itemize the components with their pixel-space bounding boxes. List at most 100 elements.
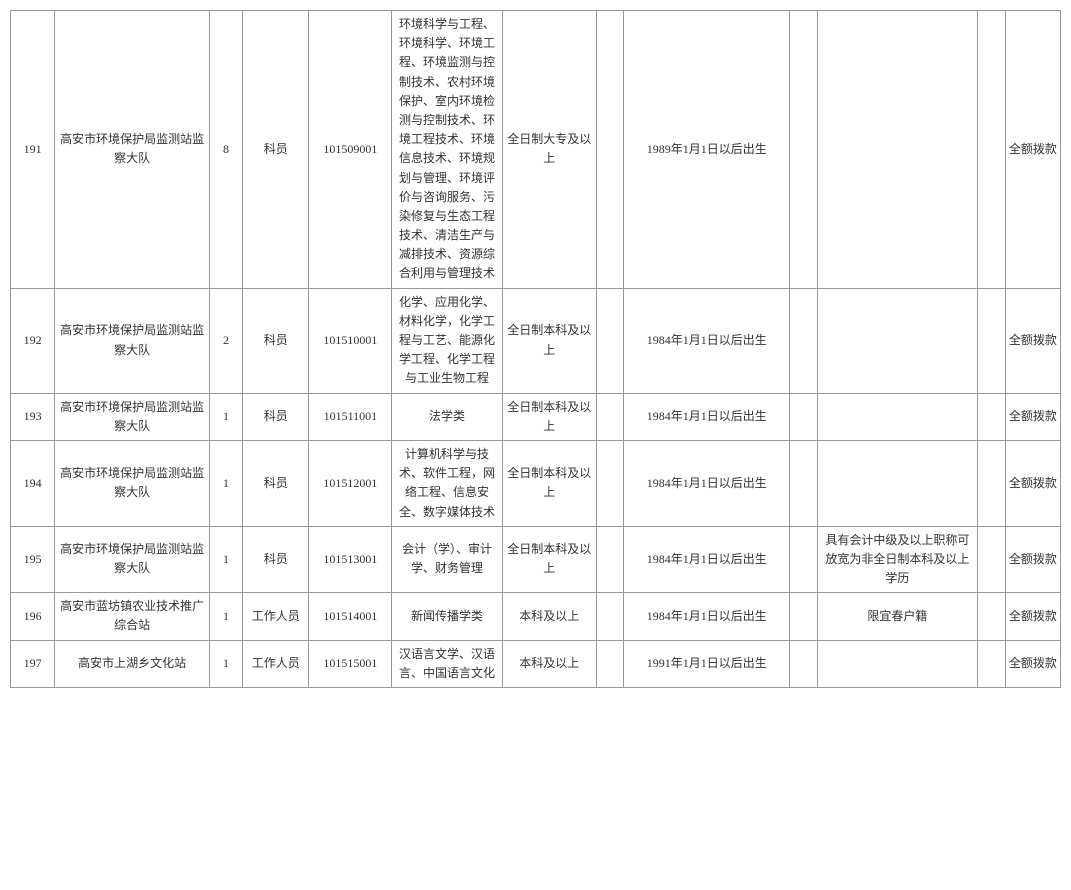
row-number: 196 bbox=[11, 593, 55, 640]
note bbox=[817, 640, 977, 687]
position: 科员 bbox=[243, 440, 309, 526]
empty-col-3 bbox=[978, 593, 1006, 640]
position: 科员 bbox=[243, 288, 309, 393]
education: 本科及以上 bbox=[502, 593, 596, 640]
note: 具有会计中级及以上职称可放宽为非全日制本科及以上学历 bbox=[817, 526, 977, 593]
recruitment-table: 191高安市环境保护局监测站监察大队8科员101509001环境科学与工程、环境… bbox=[10, 10, 1061, 688]
position: 工作人员 bbox=[243, 593, 309, 640]
empty-col-3 bbox=[978, 11, 1006, 289]
major: 环境科学与工程、环境科学、环境工程、环境监测与控制技术、农村环境保护、室内环境检… bbox=[392, 11, 503, 289]
age-requirement: 1991年1月1日以后出生 bbox=[624, 640, 790, 687]
age-requirement: 1984年1月1日以后出生 bbox=[624, 593, 790, 640]
organization: 高安市环境保护局监测站监察大队 bbox=[55, 288, 210, 393]
empty-col-3 bbox=[978, 640, 1006, 687]
major: 会计（学）、审计学、财务管理 bbox=[392, 526, 503, 593]
job-code: 101514001 bbox=[309, 593, 392, 640]
note bbox=[817, 11, 977, 289]
major: 汉语言文学、汉语言、中国语言文化 bbox=[392, 640, 503, 687]
empty-col-3 bbox=[978, 393, 1006, 440]
job-code: 101515001 bbox=[309, 640, 392, 687]
empty-col-1 bbox=[596, 440, 624, 526]
row-number: 195 bbox=[11, 526, 55, 593]
empty-col-3 bbox=[978, 288, 1006, 393]
row-number: 191 bbox=[11, 11, 55, 289]
table-body: 191高安市环境保护局监测站监察大队8科员101509001环境科学与工程、环境… bbox=[11, 11, 1061, 688]
education: 全日制大专及以上 bbox=[502, 11, 596, 289]
note bbox=[817, 288, 977, 393]
funding-type: 全额拨款 bbox=[1005, 593, 1060, 640]
note bbox=[817, 440, 977, 526]
empty-col-2 bbox=[790, 440, 818, 526]
organization: 高安市环境保护局监测站监察大队 bbox=[55, 11, 210, 289]
organization: 高安市环境保护局监测站监察大队 bbox=[55, 526, 210, 593]
age-requirement: 1984年1月1日以后出生 bbox=[624, 288, 790, 393]
headcount: 8 bbox=[209, 11, 242, 289]
major: 化学、应用化学、材料化学，化学工程与工艺、能源化学工程、化学工程与工业生物工程 bbox=[392, 288, 503, 393]
empty-col-1 bbox=[596, 288, 624, 393]
table-row: 191高安市环境保护局监测站监察大队8科员101509001环境科学与工程、环境… bbox=[11, 11, 1061, 289]
major: 新闻传播学类 bbox=[392, 593, 503, 640]
education: 本科及以上 bbox=[502, 640, 596, 687]
empty-col-2 bbox=[790, 640, 818, 687]
row-number: 194 bbox=[11, 440, 55, 526]
headcount: 1 bbox=[209, 640, 242, 687]
education: 全日制本科及以上 bbox=[502, 288, 596, 393]
age-requirement: 1989年1月1日以后出生 bbox=[624, 11, 790, 289]
age-requirement: 1984年1月1日以后出生 bbox=[624, 526, 790, 593]
job-code: 101509001 bbox=[309, 11, 392, 289]
job-code: 101512001 bbox=[309, 440, 392, 526]
row-number: 192 bbox=[11, 288, 55, 393]
funding-type: 全额拨款 bbox=[1005, 526, 1060, 593]
empty-col-1 bbox=[596, 393, 624, 440]
row-number: 193 bbox=[11, 393, 55, 440]
organization: 高安市蓝坊镇农业技术推广综合站 bbox=[55, 593, 210, 640]
note: 限宜春户籍 bbox=[817, 593, 977, 640]
headcount: 1 bbox=[209, 393, 242, 440]
headcount: 1 bbox=[209, 593, 242, 640]
position: 科员 bbox=[243, 11, 309, 289]
table-row: 197高安市上湖乡文化站1工作人员101515001汉语言文学、汉语言、中国语言… bbox=[11, 640, 1061, 687]
empty-col-2 bbox=[790, 11, 818, 289]
table-row: 196高安市蓝坊镇农业技术推广综合站1工作人员101514001新闻传播学类本科… bbox=[11, 593, 1061, 640]
row-number: 197 bbox=[11, 640, 55, 687]
empty-col-2 bbox=[790, 593, 818, 640]
funding-type: 全额拨款 bbox=[1005, 11, 1060, 289]
empty-col-1 bbox=[596, 526, 624, 593]
position: 工作人员 bbox=[243, 640, 309, 687]
empty-col-3 bbox=[978, 526, 1006, 593]
empty-col-2 bbox=[790, 526, 818, 593]
organization: 高安市上湖乡文化站 bbox=[55, 640, 210, 687]
age-requirement: 1984年1月1日以后出生 bbox=[624, 393, 790, 440]
table-row: 195高安市环境保护局监测站监察大队1科员101513001会计（学）、审计学、… bbox=[11, 526, 1061, 593]
job-code: 101511001 bbox=[309, 393, 392, 440]
position: 科员 bbox=[243, 393, 309, 440]
empty-col-1 bbox=[596, 593, 624, 640]
education: 全日制本科及以上 bbox=[502, 526, 596, 593]
position: 科员 bbox=[243, 526, 309, 593]
funding-type: 全额拨款 bbox=[1005, 440, 1060, 526]
funding-type: 全额拨款 bbox=[1005, 393, 1060, 440]
job-code: 101510001 bbox=[309, 288, 392, 393]
table-row: 193高安市环境保护局监测站监察大队1科员101511001法学类全日制本科及以… bbox=[11, 393, 1061, 440]
job-code: 101513001 bbox=[309, 526, 392, 593]
table-row: 192高安市环境保护局监测站监察大队2科员101510001化学、应用化学、材料… bbox=[11, 288, 1061, 393]
empty-col-2 bbox=[790, 393, 818, 440]
organization: 高安市环境保护局监测站监察大队 bbox=[55, 440, 210, 526]
funding-type: 全额拨款 bbox=[1005, 640, 1060, 687]
major: 法学类 bbox=[392, 393, 503, 440]
empty-col-1 bbox=[596, 11, 624, 289]
age-requirement: 1984年1月1日以后出生 bbox=[624, 440, 790, 526]
headcount: 1 bbox=[209, 440, 242, 526]
education: 全日制本科及以上 bbox=[502, 440, 596, 526]
education: 全日制本科及以上 bbox=[502, 393, 596, 440]
note bbox=[817, 393, 977, 440]
funding-type: 全额拨款 bbox=[1005, 288, 1060, 393]
headcount: 1 bbox=[209, 526, 242, 593]
table-row: 194高安市环境保护局监测站监察大队1科员101512001计算机科学与技术、软… bbox=[11, 440, 1061, 526]
empty-col-3 bbox=[978, 440, 1006, 526]
major: 计算机科学与技术、软件工程，网络工程、信息安全、数字媒体技术 bbox=[392, 440, 503, 526]
headcount: 2 bbox=[209, 288, 242, 393]
empty-col-1 bbox=[596, 640, 624, 687]
organization: 高安市环境保护局监测站监察大队 bbox=[55, 393, 210, 440]
empty-col-2 bbox=[790, 288, 818, 393]
